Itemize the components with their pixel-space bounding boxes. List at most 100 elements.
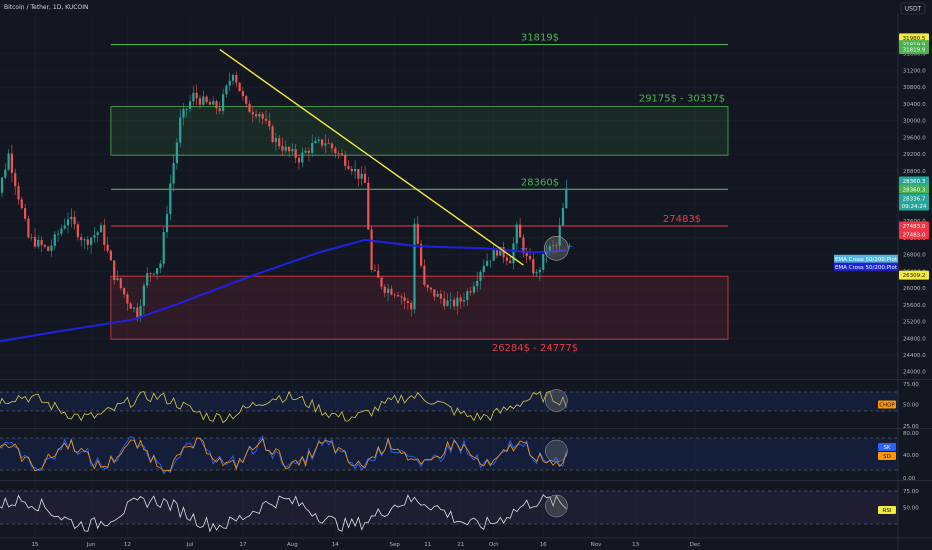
candle-body (258, 114, 261, 117)
price-tick: 30800.0 (903, 85, 926, 91)
price-tag-bg (899, 194, 929, 204)
candle-body (50, 245, 53, 251)
candle-body (495, 249, 499, 256)
time-tick: Jun (86, 542, 96, 548)
candle-body (377, 270, 380, 278)
candle-body (241, 91, 244, 97)
candle-body (149, 273, 152, 274)
candle-body (373, 269, 376, 271)
indicator-tick: 75.00 (903, 489, 919, 495)
currency-button[interactable]: USDT (905, 6, 922, 13)
time-tick: Dec (690, 542, 701, 548)
candle-body (126, 294, 129, 304)
indicator-tick: 40.00 (903, 453, 919, 459)
trendline: + + (219, 48, 574, 266)
candle-body (284, 146, 287, 151)
indicator-line (0, 494, 567, 533)
candle-body (532, 259, 535, 274)
candle-body (423, 265, 426, 285)
price-tags: 31980.531819.931819.928360.328360.328336… (834, 33, 929, 280)
candle-body (86, 239, 89, 245)
price-tag-bg (899, 221, 929, 231)
time-tick: Sep (390, 542, 401, 548)
time-tick: 11 (424, 542, 431, 548)
price-tag: 31980.5 (903, 36, 926, 42)
candles (0, 71, 568, 322)
price-tick: 29600.0 (903, 135, 926, 141)
candle-body (172, 162, 175, 184)
candle-body (156, 268, 159, 274)
candle-body (14, 173, 17, 187)
candle-body (288, 146, 291, 152)
candle-body (410, 302, 413, 310)
candle-body (30, 236, 33, 238)
candle-body (27, 218, 30, 238)
candle-body (347, 165, 350, 169)
price-tick: 31600.0 (903, 52, 926, 58)
candle-body (113, 260, 116, 281)
candle-body (106, 244, 109, 251)
candle-body (321, 139, 324, 146)
candle-body (109, 250, 112, 261)
time-axis[interactable]: 15 Jun 12 Jul 17 Aug 14 Sep 11 21 Oct 16 Nov 13 Dec (0, 537, 932, 548)
price-tick: 28800.0 (903, 169, 926, 175)
indicator-tag: CHOP (879, 403, 895, 409)
candle-body (354, 169, 357, 172)
candle-body (459, 297, 462, 302)
candle-body (132, 307, 136, 309)
candle-body (509, 260, 512, 264)
candle-body (192, 92, 195, 102)
candle-body (476, 280, 479, 287)
candle-body (515, 224, 518, 244)
candle-body (0, 177, 4, 193)
candle-body (17, 186, 20, 200)
currency-button-bg[interactable] (900, 2, 926, 15)
zone-box (110, 106, 729, 156)
time-tick: 14 (332, 542, 339, 548)
candle-body (304, 150, 307, 153)
candle-body (489, 260, 492, 262)
candle-body (165, 214, 169, 233)
candle-body (33, 236, 37, 247)
time-tick: 17 (239, 542, 246, 548)
candle-body (278, 138, 281, 147)
cross-marker: + (566, 242, 574, 252)
candle-body (387, 288, 390, 293)
time-tick: Aug (287, 542, 298, 548)
highlight-circle (544, 235, 569, 261)
candle-body (294, 149, 297, 159)
candle-body (413, 223, 416, 310)
time-tick: 15 (32, 542, 39, 548)
candle-body (80, 237, 83, 241)
candle-body (472, 286, 475, 293)
price-tag: 27483.0 (903, 224, 926, 230)
candle-body (215, 101, 218, 109)
time-tick: Oct (489, 542, 499, 548)
price-tag-bg (899, 229, 929, 239)
level-label: 31819$ (521, 33, 559, 44)
indicator-tick: 80.00 (903, 431, 919, 437)
level-label: 28360$ (521, 177, 559, 188)
indicator-highlight (545, 439, 568, 463)
candle-body (169, 183, 172, 215)
candle-body (73, 216, 76, 225)
candle-body (7, 153, 10, 170)
candle-body (116, 278, 119, 281)
candle-body (344, 155, 347, 166)
candle-body (443, 298, 446, 306)
price-tick: 29200.0 (903, 152, 926, 158)
indicator-line (0, 390, 567, 424)
candle-body (390, 288, 393, 295)
trend-path (219, 48, 524, 266)
pane-band (0, 392, 898, 411)
candle-body (90, 237, 93, 245)
candle-body (142, 285, 145, 306)
candle-body (195, 92, 198, 99)
price-tick: 26000.0 (903, 286, 926, 292)
indicator-tag2-bg (878, 452, 896, 460)
candle-body (248, 103, 251, 113)
candle-body (505, 257, 508, 261)
candle-body (393, 294, 396, 296)
